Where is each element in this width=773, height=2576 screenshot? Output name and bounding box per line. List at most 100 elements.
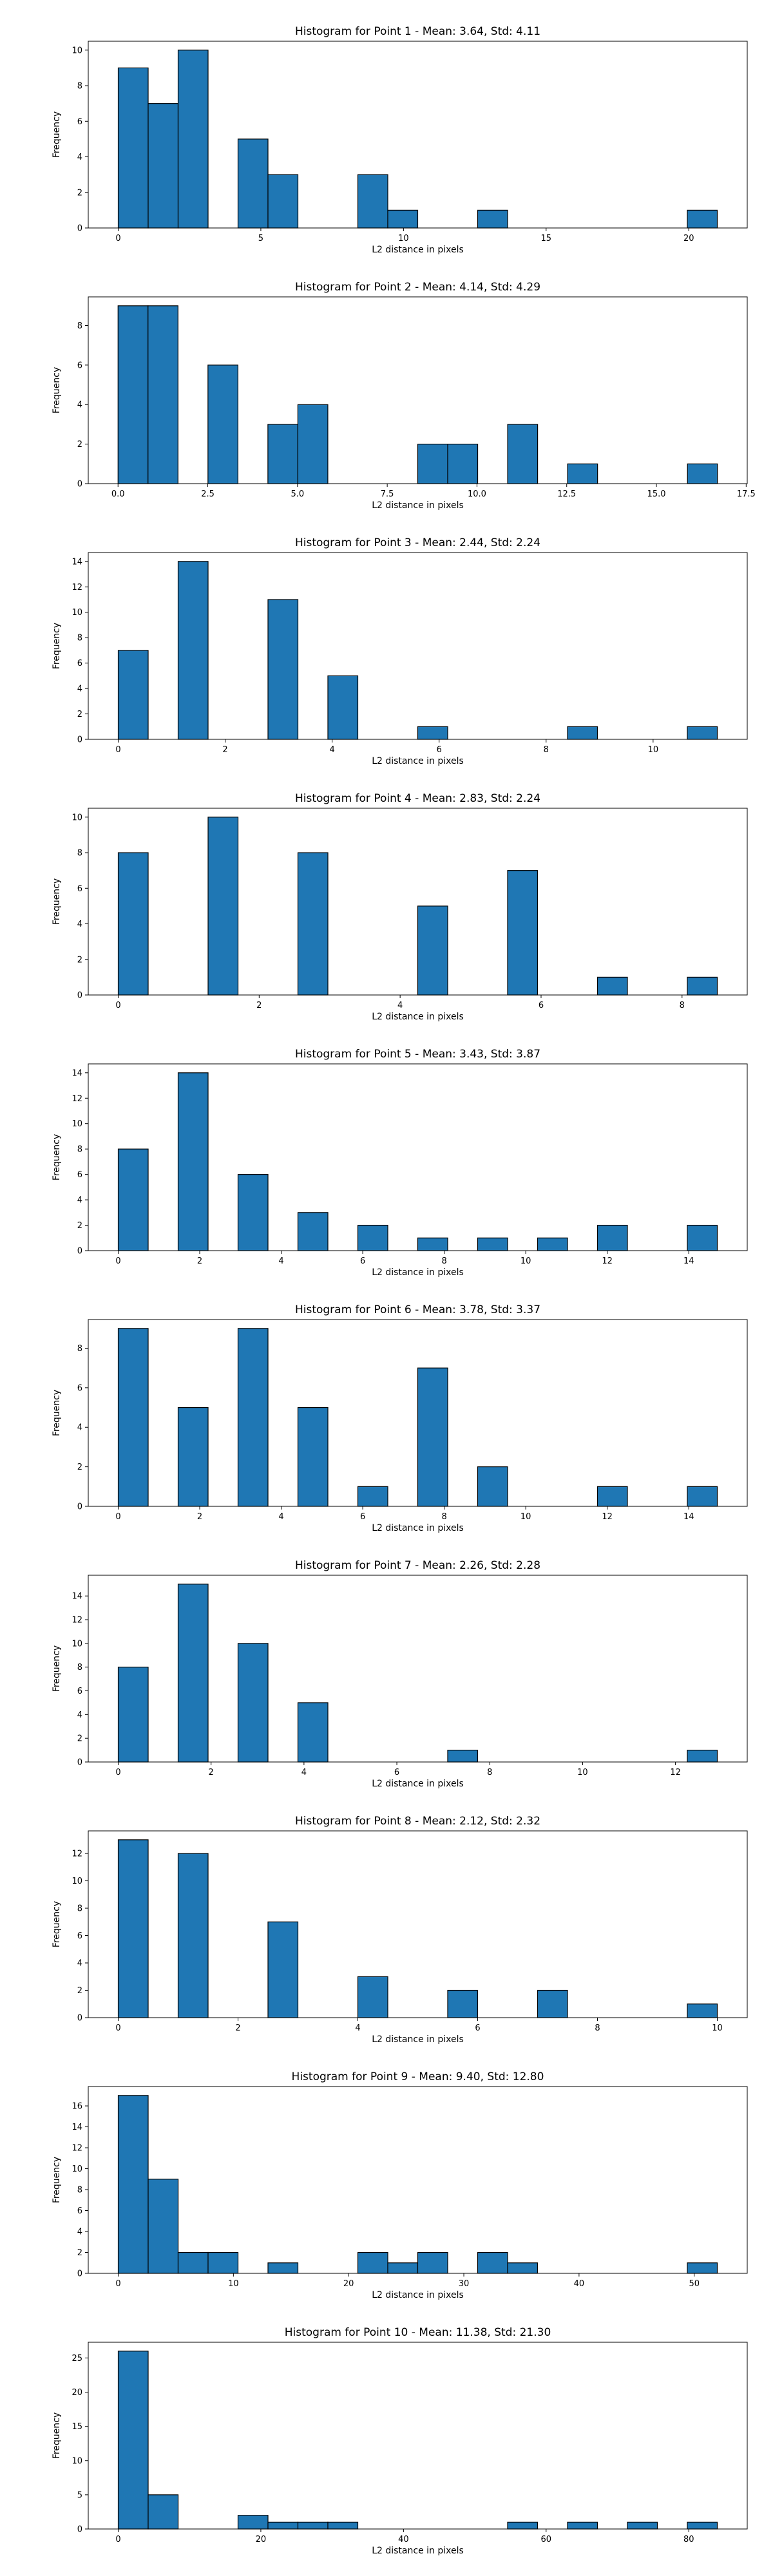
x-tick-label: 10 — [712, 2023, 723, 2033]
x-axis-label: L2 distance in pixels — [372, 500, 464, 511]
histogram-bar — [327, 675, 359, 740]
x-tick-label: 8 — [595, 2023, 600, 2033]
histogram-bar — [687, 2521, 718, 2530]
histogram-bar — [267, 2262, 299, 2274]
x-tick-label: 2.5 — [201, 489, 215, 499]
y-axis-label: Frequency — [52, 367, 62, 413]
chart-title: Histogram for Point 1 - Mean: 3.64, Std:… — [295, 25, 540, 38]
histogram-bar — [537, 1989, 568, 2018]
x-tick-label: 0 — [115, 1001, 120, 1010]
y-tick-label: 2 — [77, 955, 82, 965]
histogram-bar — [687, 2262, 718, 2274]
histogram-bar — [237, 2515, 269, 2530]
histogram-bar — [267, 1921, 299, 2018]
histogram-bar — [297, 852, 329, 996]
y-tick-label: 6 — [77, 361, 82, 370]
histogram-bar — [327, 2521, 359, 2530]
x-axis-label: L2 distance in pixels — [372, 1012, 464, 1022]
x-tick-label: 2 — [197, 1256, 202, 1266]
axes-frame — [88, 1319, 748, 1507]
y-tick-label: 2 — [77, 1986, 82, 1996]
histogram-bar — [567, 463, 598, 484]
x-tick-label: 0 — [115, 745, 120, 755]
x-tick-label: 10 — [228, 2279, 239, 2289]
histogram-bar — [596, 976, 628, 996]
y-tick-label: 10 — [72, 1877, 82, 1886]
x-tick-label: 6 — [360, 1512, 365, 1522]
y-tick-label: 4 — [77, 401, 82, 410]
y-tick-label: 8 — [77, 1663, 82, 1672]
x-tick-label: 40 — [398, 2535, 409, 2544]
y-tick-label: 25 — [72, 2354, 82, 2363]
y-axis-label: Frequency — [52, 1134, 62, 1180]
x-tick-label: 4 — [278, 1256, 283, 1266]
chart-title: Histogram for Point 10 - Mean: 11.38, St… — [285, 2326, 551, 2339]
y-tick-label: 8 — [77, 849, 82, 858]
y-tick-label: 0 — [77, 2269, 82, 2279]
y-axis-label: Frequency — [52, 1901, 62, 1947]
y-tick-label: 4 — [77, 2228, 82, 2237]
histogram-bar — [148, 103, 179, 229]
axes-frame — [88, 1575, 748, 1763]
histogram-bar — [148, 2494, 179, 2530]
histogram-bar — [207, 365, 238, 484]
histogram-bar — [117, 1839, 149, 2018]
histogram-bar — [477, 1237, 508, 1251]
histogram-bar — [687, 209, 718, 229]
y-tick-label: 0 — [77, 1758, 82, 1768]
x-tick-label: 10 — [577, 1768, 588, 1777]
x-axis-label: L2 distance in pixels — [372, 1779, 464, 1789]
y-tick-label: 10 — [72, 608, 82, 618]
histogram-bar — [177, 2251, 209, 2274]
y-tick-label: 0 — [77, 224, 82, 234]
bars — [117, 1839, 718, 2018]
x-tick-label: 0 — [115, 2023, 120, 2033]
x-axis-label: L2 distance in pixels — [372, 756, 464, 766]
histogram-bar — [117, 2351, 149, 2530]
x-tick-label: 12 — [602, 1512, 613, 1522]
x-axis-label: L2 distance in pixels — [372, 1523, 464, 1533]
y-tick-label: 4 — [77, 153, 82, 162]
histogram-bar — [117, 67, 149, 229]
histogram-bar — [507, 2262, 539, 2274]
x-tick-label: 30 — [459, 2279, 470, 2289]
histogram-bar — [537, 1237, 568, 1251]
x-tick-label: 2 — [222, 745, 227, 755]
bars — [117, 1584, 718, 1763]
histogram-bar — [117, 1328, 149, 1507]
x-tick-label: 7.5 — [381, 489, 394, 499]
x-tick-label: 2 — [209, 1768, 214, 1777]
y-tick-label: 5 — [77, 2490, 82, 2500]
y-tick-label: 8 — [77, 82, 82, 91]
axes-frame — [88, 808, 748, 996]
x-tick-label: 6 — [437, 745, 442, 755]
x-tick-label: 4 — [278, 1512, 283, 1522]
histogram-bar — [357, 1486, 388, 1507]
histogram-bar — [177, 1584, 209, 1763]
histogram-5: Histogram for Point 5 - Mean: 3.43, Std:… — [52, 1048, 748, 1278]
y-tick-label: 8 — [77, 1145, 82, 1155]
histogram-bar — [417, 444, 448, 484]
histogram-bar — [507, 870, 539, 996]
x-tick-label: 8 — [544, 745, 549, 755]
histogram-bar — [237, 1174, 269, 1251]
histogram-bar — [687, 1224, 718, 1251]
x-axis-label: L2 distance in pixels — [372, 245, 464, 255]
bars — [117, 2351, 718, 2530]
bars — [117, 561, 718, 740]
histogram-3: Histogram for Point 3 - Mean: 2.44, Std:… — [52, 536, 748, 766]
histogram-bar — [148, 2179, 179, 2274]
histogram-4: Histogram for Point 4 - Mean: 2.83, Std:… — [52, 792, 748, 1022]
histogram-1: Histogram for Point 1 - Mean: 3.64, Std:… — [52, 25, 748, 255]
histogram-bar — [567, 726, 598, 740]
histogram-bar — [177, 1853, 209, 2018]
chart-title: Histogram for Point 9 - Mean: 9.40, Std:… — [292, 2070, 544, 2083]
y-tick-label: 6 — [77, 117, 82, 127]
histogram-bar — [237, 1328, 269, 1507]
histogram-bar — [148, 305, 178, 484]
y-tick-label: 4 — [77, 1196, 82, 1206]
y-tick-label: 16 — [72, 2102, 82, 2112]
x-tick-label: 50 — [689, 2279, 700, 2289]
histogram-bar — [357, 2251, 388, 2274]
y-tick-label: 10 — [72, 2164, 82, 2174]
